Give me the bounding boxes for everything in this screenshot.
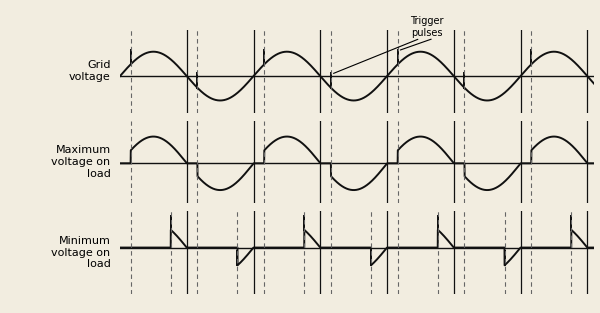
Text: Minimum
voltage on
load: Minimum voltage on load [52, 236, 110, 269]
Text: Trigger
pulses: Trigger pulses [410, 16, 444, 38]
Text: Grid
voltage: Grid voltage [69, 60, 110, 82]
Text: Maximum
voltage on
load: Maximum voltage on load [52, 145, 110, 179]
